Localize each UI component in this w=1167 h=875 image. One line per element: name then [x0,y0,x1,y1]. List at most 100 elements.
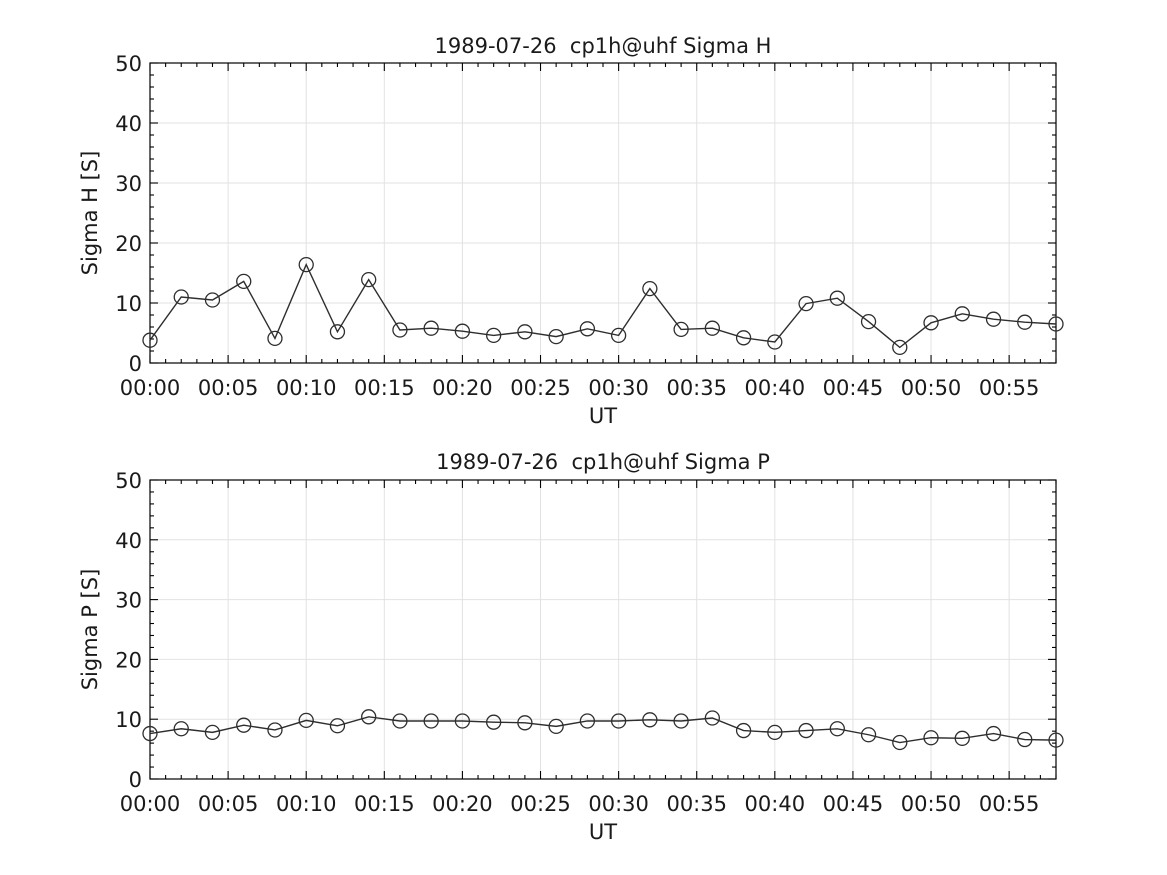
x-tick-label: 00:25 [510,792,571,816]
data-point [392,322,408,338]
data-line [149,716,1057,744]
data-point [860,727,877,743]
data-point [673,713,689,729]
x-tick-label: 00:10 [276,376,337,400]
x-tick-label: 00:40 [745,792,806,816]
y-tick-label: 0 [129,352,142,376]
data-point [173,721,189,737]
plot-border [149,479,1057,780]
x-tick-label: 00:40 [745,376,806,400]
data-point [892,734,908,751]
data-point [204,292,221,308]
y-tick-label: 40 [115,112,142,136]
y-tick-label: 10 [115,708,142,732]
data-point [860,313,877,330]
x-tick-label: 00:15 [354,376,415,400]
data-points [142,256,1064,356]
data-point [486,327,502,344]
x-tick-label: 00:50 [901,376,962,400]
data-points [142,709,1064,751]
data-point [985,311,1002,327]
y-axis-label: Sigma H [S] [78,151,102,276]
data-point [798,295,814,312]
data-point [298,712,314,729]
chart-title: 1989-07-26 cp1h@uhf Sigma P [436,450,770,474]
y-tick-label: 30 [115,172,142,196]
data-point [423,320,439,336]
x-tick-label: 00:50 [901,792,962,816]
data-point [517,324,533,340]
data-point [579,713,596,729]
data-point [548,718,564,735]
data-point [923,730,939,746]
data-point [610,327,627,344]
data-point [267,330,283,347]
data-point [454,713,471,729]
data-point [298,256,314,273]
data-point [704,320,720,336]
data-point [735,722,752,739]
y-tick-label: 50 [115,469,142,493]
data-point [1017,731,1033,748]
data-point [329,324,346,340]
x-tick-label: 00:35 [666,376,727,400]
x-tick-label: 00:55 [979,376,1040,400]
data-point [236,717,252,733]
data-point [236,273,252,290]
x-tick-label: 00:25 [510,376,571,400]
data-point [267,722,283,738]
y-tick-label: 10 [115,292,142,316]
data-point [985,725,1002,742]
x-tick-label: 00:30 [588,792,649,816]
y-axis-label: Sigma P [S] [78,569,102,691]
x-tick-label: 00:05 [198,792,259,816]
data-point [642,712,658,728]
axis-ticks [149,62,1057,364]
data-point [1048,732,1064,748]
x-tick-label: 00:15 [354,792,415,816]
data-point [610,713,627,729]
gridlines [150,480,1056,779]
plot-border [149,62,1057,364]
x-tick-label: 00:30 [588,376,649,400]
data-point [392,713,408,729]
axis-ticks [149,479,1057,780]
y-tick-label: 0 [129,768,142,792]
x-tick-label: 00:10 [276,792,337,816]
data-point [735,330,752,346]
data-point [767,724,783,741]
data-point [642,280,658,297]
data-point [1048,316,1064,332]
data-point [361,709,377,725]
data-point [767,334,783,350]
data-point [1017,314,1033,330]
y-tick-label: 20 [115,648,142,672]
chart-sigma-h: 1989-07-26 cp1h@uhf Sigma H 0 10 20 30 40 50 00… [78,34,1064,428]
gridlines [150,63,1056,363]
data-point [829,290,845,306]
data-point [923,315,939,331]
data-point [798,722,814,739]
data-point [673,321,689,338]
y-tick-label: 50 [115,52,142,76]
x-axis-label: UT [589,404,617,428]
data-point [423,713,439,729]
data-point [829,721,845,737]
data-point [204,724,221,741]
data-point [954,306,970,322]
x-tick-label: 00:55 [979,792,1040,816]
x-tick-label: 00:45 [823,376,884,400]
data-point [142,725,158,742]
data-point [486,714,502,730]
data-point [704,710,720,726]
data-point [142,332,158,348]
x-tick-label: 00:20 [432,376,493,400]
y-tick-label: 30 [115,589,142,613]
data-point [173,289,189,305]
chart-title: 1989-07-26 cp1h@uhf Sigma H [435,34,772,58]
data-point [579,321,596,337]
x-tick-label: 00:35 [666,792,727,816]
x-tick-label: 00:00 [120,376,181,400]
data-point [454,323,471,339]
